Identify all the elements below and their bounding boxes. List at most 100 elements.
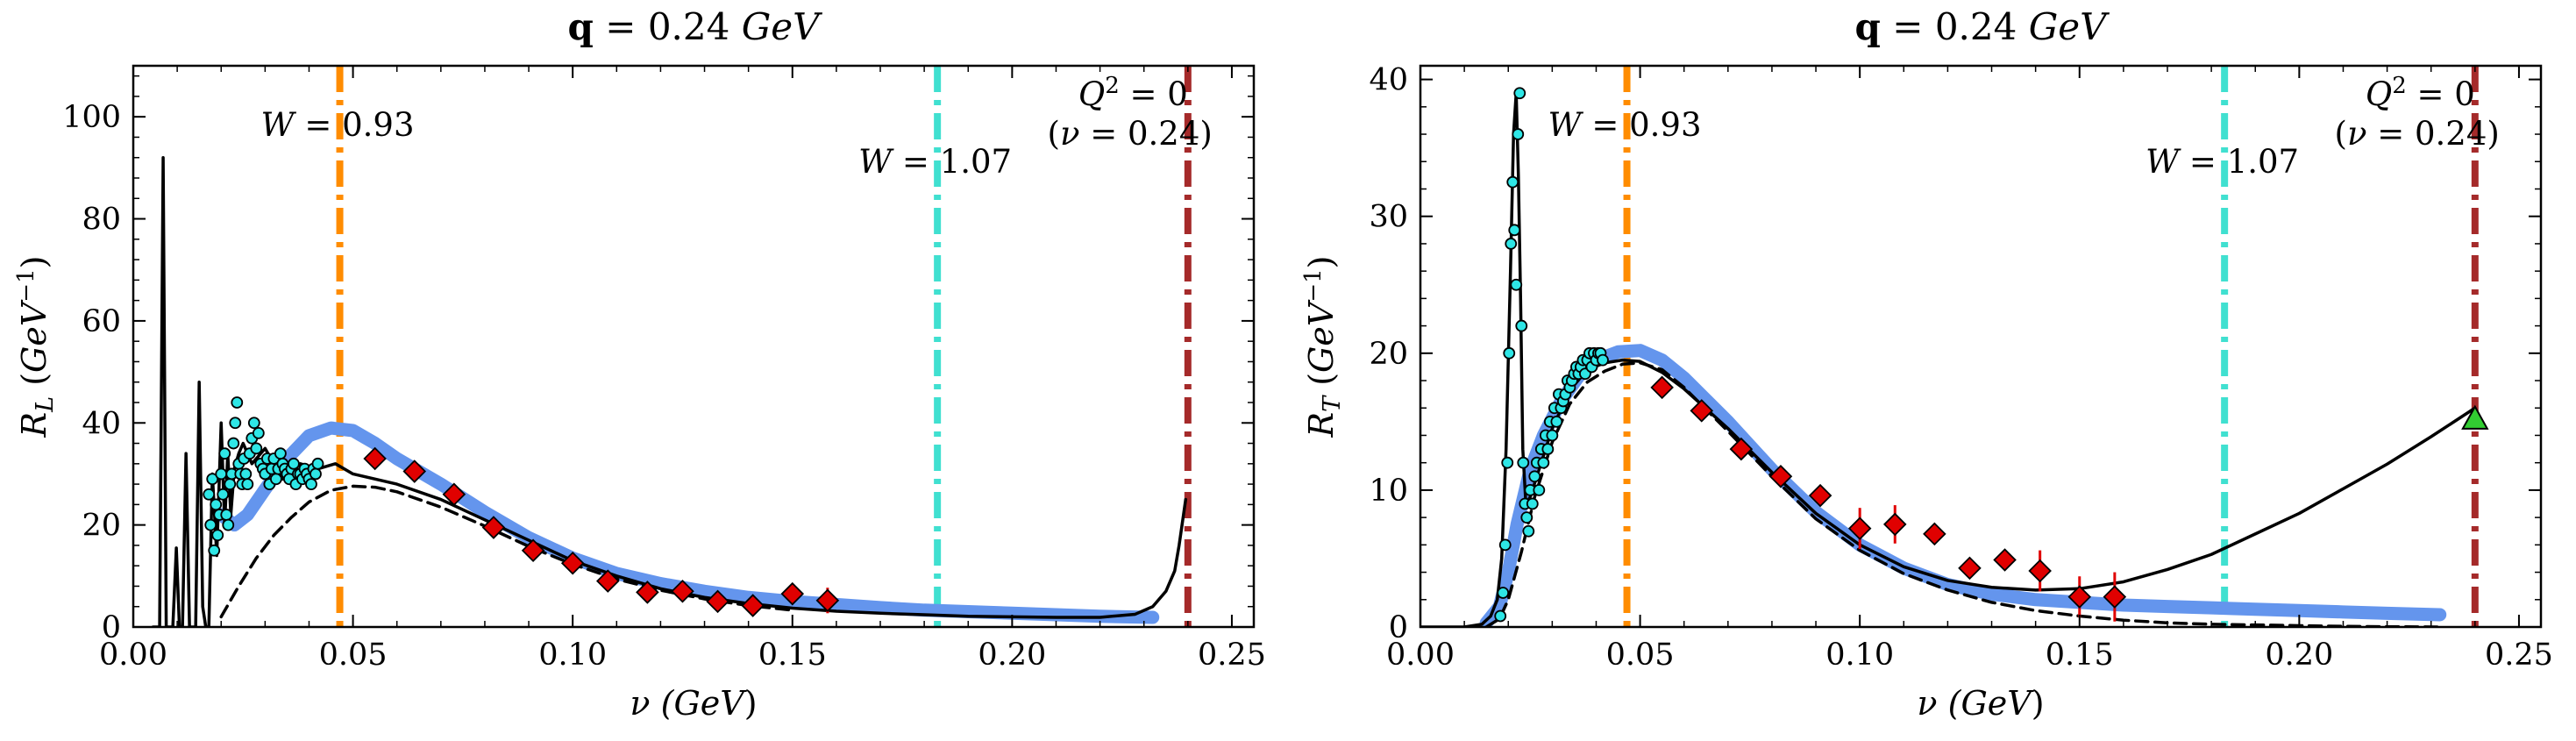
- data-point-cyan: [1526, 497, 1539, 510]
- chart-title: q = 0.24 GeV: [1855, 5, 2110, 48]
- data-point-cyan: [1498, 538, 1512, 552]
- data-point-red: [780, 581, 805, 606]
- x-tick-label: 0.20: [978, 638, 1046, 673]
- x-tick-label: 0.10: [1825, 638, 1894, 673]
- data-point-cyan: [1541, 443, 1555, 455]
- y-tick-label: 0: [1389, 610, 1408, 645]
- axes-frame: [1419, 64, 2543, 629]
- data-point-red: [1847, 517, 1872, 540]
- data-point-cyan: [288, 457, 300, 470]
- axes-frame: [132, 64, 1256, 629]
- reference-label-nu: (ν = 0.24): [1048, 115, 1213, 153]
- data-point-cyan: [204, 518, 217, 531]
- reference-label-w093: W = 0.93: [261, 106, 415, 144]
- y-tick-label: 80: [82, 203, 121, 238]
- y-tick-label: 40: [82, 406, 121, 441]
- x-tick-label: 0.20: [2265, 638, 2333, 673]
- data-point-red: [2103, 585, 2127, 609]
- data-point-red: [442, 482, 466, 507]
- data-point-cyan: [220, 509, 233, 521]
- data-point-red: [1923, 522, 1946, 546]
- data-point-cyan: [1537, 456, 1550, 469]
- y-tick-label: 20: [1369, 337, 1408, 372]
- data-point-red: [815, 588, 840, 613]
- data-point-cyan: [1528, 470, 1541, 483]
- data-point-cyan: [1533, 484, 1546, 496]
- y-tick-label: 40: [1369, 63, 1408, 98]
- x-tick-label: 0.25: [2485, 638, 2553, 673]
- data-point-red: [1882, 512, 1907, 537]
- data-point-green: [2461, 404, 2489, 430]
- data-point-cyan: [1513, 87, 1526, 100]
- data-point-red: [1993, 548, 2017, 572]
- panel-1: 0.00 0.05 0.10 0.15 0.20 0.25 0 20 40 60 80 100 q = …: [13, 5, 1266, 723]
- reference-label-q2: Q2 = 0: [2366, 73, 2475, 113]
- data-point-cyan: [1597, 353, 1609, 367]
- data-point-cyan: [208, 544, 221, 557]
- data-point-cyan: [1520, 511, 1534, 524]
- panel-2: 0.00 0.05 0.10 0.15 0.20 0.25 0 10 20 30 40 q = 0.2…: [1300, 5, 2553, 723]
- data-point-cyan: [239, 467, 253, 481]
- data-point-red: [595, 569, 620, 593]
- x-tick-label: 0.15: [758, 638, 827, 673]
- x-tick-label: 0.00: [1386, 638, 1455, 673]
- data-point-red: [671, 579, 694, 603]
- y-tick-label: 60: [82, 304, 121, 339]
- data-point-cyan: [1503, 346, 1516, 360]
- data-point-cyan: [1510, 278, 1523, 291]
- data-point-red: [1650, 375, 1674, 400]
- data-point-cyan: [222, 518, 235, 531]
- data-point-cyan: [241, 478, 254, 490]
- y-tick-label: 30: [1369, 200, 1408, 235]
- data-point-cyan: [1546, 429, 1559, 442]
- data-point-red: [1958, 556, 1982, 581]
- y-tick-label: 20: [82, 509, 121, 544]
- reference-label-w107: W = 1.07: [858, 143, 1012, 181]
- data-point-red: [2067, 585, 2092, 609]
- data-point-red: [363, 446, 387, 471]
- data-point-cyan: [218, 447, 231, 460]
- x-tick-label: 0.05: [1606, 638, 1675, 673]
- series-line-dashed-black: [219, 484, 794, 619]
- data-point-red: [481, 516, 506, 539]
- x-tick-label: 0.05: [319, 638, 388, 673]
- data-point-cyan: [311, 457, 324, 470]
- data-point-cyan: [1515, 319, 1528, 332]
- x-tick-label: 0.15: [2046, 638, 2114, 673]
- data-point-cyan: [227, 437, 240, 450]
- x-tick-label: 0.00: [99, 638, 167, 673]
- chart-title: q = 0.24 GeV: [568, 5, 823, 48]
- data-point-cyan: [224, 478, 237, 490]
- data-point-cyan: [211, 529, 224, 542]
- data-point-red: [1729, 437, 1754, 461]
- plot-area: [1420, 87, 2477, 627]
- series-line-solid-black: [151, 155, 1188, 627]
- data-point-cyan: [1512, 128, 1525, 140]
- data-point-red: [741, 594, 765, 617]
- reference-label-w093: W = 0.93: [1548, 106, 1702, 144]
- x-tick-label: 0.25: [1198, 638, 1266, 673]
- x-axis-label: ν (GeV): [630, 684, 757, 723]
- data-point-red: [402, 460, 427, 483]
- data-point-cyan: [1550, 415, 1563, 428]
- data-point-red: [636, 581, 659, 604]
- data-point-red: [1808, 483, 1832, 508]
- data-point-red: [521, 538, 545, 563]
- data-point-red: [2028, 559, 2052, 583]
- reference-label-nu: (ν = 0.24): [2335, 115, 2500, 153]
- series-line-dashed-black: [1484, 360, 2442, 627]
- x-tick-label: 0.10: [538, 638, 607, 673]
- data-point-cyan: [305, 478, 317, 490]
- y-tick-label: 10: [1369, 474, 1408, 509]
- data-point-cyan: [1505, 238, 1518, 250]
- data-point-cyan: [215, 467, 228, 481]
- reference-label-w107: W = 1.07: [2145, 143, 2299, 181]
- data-point-cyan: [1506, 175, 1519, 189]
- data-point-cyan: [231, 396, 244, 409]
- data-point-cyan: [1501, 456, 1514, 469]
- data-point-red: [706, 589, 729, 614]
- data-point-cyan: [274, 447, 287, 460]
- x-axis-label: ν (GeV): [1917, 684, 2044, 723]
